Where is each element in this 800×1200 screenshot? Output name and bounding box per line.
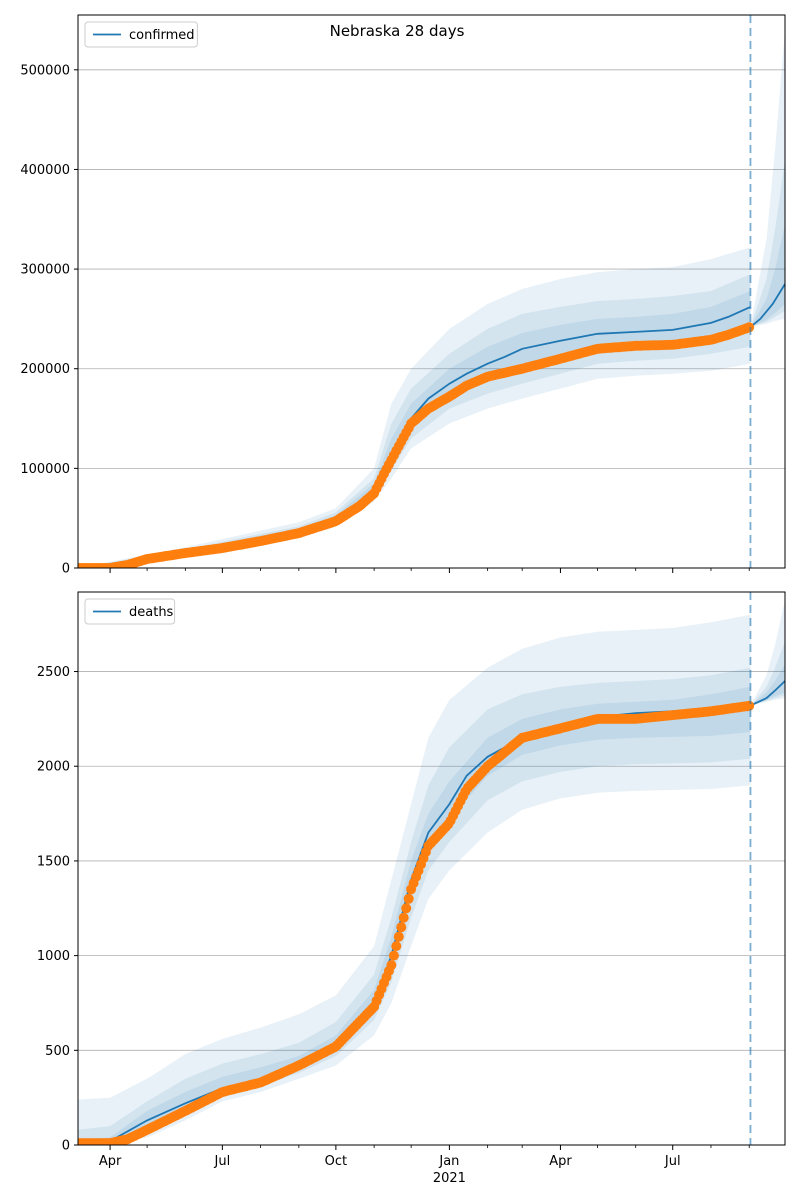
confidence-band [78, 291, 751, 568]
observed-point [744, 700, 755, 711]
legend-box [84, 598, 176, 625]
y-tick-label: 300000 [20, 263, 70, 278]
observed-point [401, 903, 412, 914]
observed-point [744, 322, 755, 333]
x-tick-label: Jul [214, 1154, 231, 1169]
x-tick-label: Apr [99, 1154, 122, 1169]
y-tick-label: 0 [62, 562, 70, 577]
y-tick-label: 0 [62, 1139, 70, 1154]
y-tick-label: 500000 [20, 63, 70, 78]
observed-point [391, 941, 402, 952]
forecast-band [750, 599, 785, 706]
y-tick-label: 100000 [20, 462, 70, 477]
observed-point [398, 912, 409, 923]
forecast-line [750, 680, 785, 707]
deaths-panel: 0 500 1000 1500 2000 2500 Apr Jul Oct Jan Apr Jul 20… [37, 591, 786, 1186]
y-tick-label: 400000 [20, 163, 70, 178]
y-tick-label: 2000 [37, 760, 70, 775]
x-year-label: 2021 [433, 1171, 466, 1186]
forecast-band [750, 664, 785, 706]
forecast-band [750, 224, 785, 327]
observed-point [393, 931, 404, 942]
forecast-band [750, 29, 785, 327]
confidence-band [78, 247, 751, 568]
confidence-band [78, 686, 751, 1145]
observed-point [386, 960, 397, 971]
x-tick-label: Jan [438, 1154, 459, 1169]
legend-label: confirmed [129, 28, 195, 43]
legend-box [84, 21, 198, 48]
y-tick-label: 500 [45, 1044, 70, 1059]
legend: confirmed [84, 21, 198, 48]
observed-point [388, 950, 399, 961]
confidence-band [78, 667, 751, 1145]
observed-point [396, 922, 407, 933]
axes-frame [77, 591, 786, 1146]
observed-point [403, 893, 414, 904]
x-tick-label: Jul [664, 1154, 681, 1169]
y-tick-label: 1500 [37, 854, 70, 869]
forecast-band [750, 159, 785, 327]
confirmed-panel: 0 100000 200000 300000 400000 500000 confirmed [20, 14, 786, 577]
y-tick-label: 2500 [37, 665, 70, 680]
legend-label: deaths [129, 605, 174, 620]
y-tick-label: 1000 [37, 949, 70, 964]
plot-area [78, 29, 785, 568]
x-tick-label: Apr [549, 1154, 572, 1169]
y-tick-label: 200000 [20, 362, 70, 377]
x-tick-label: Oct [325, 1154, 347, 1169]
axes-frame [77, 14, 786, 569]
plot-area [78, 599, 785, 1145]
legend: deaths [84, 598, 176, 625]
forecast-line [749, 283, 785, 328]
chart-title: Nebraska 28 days [330, 22, 465, 40]
